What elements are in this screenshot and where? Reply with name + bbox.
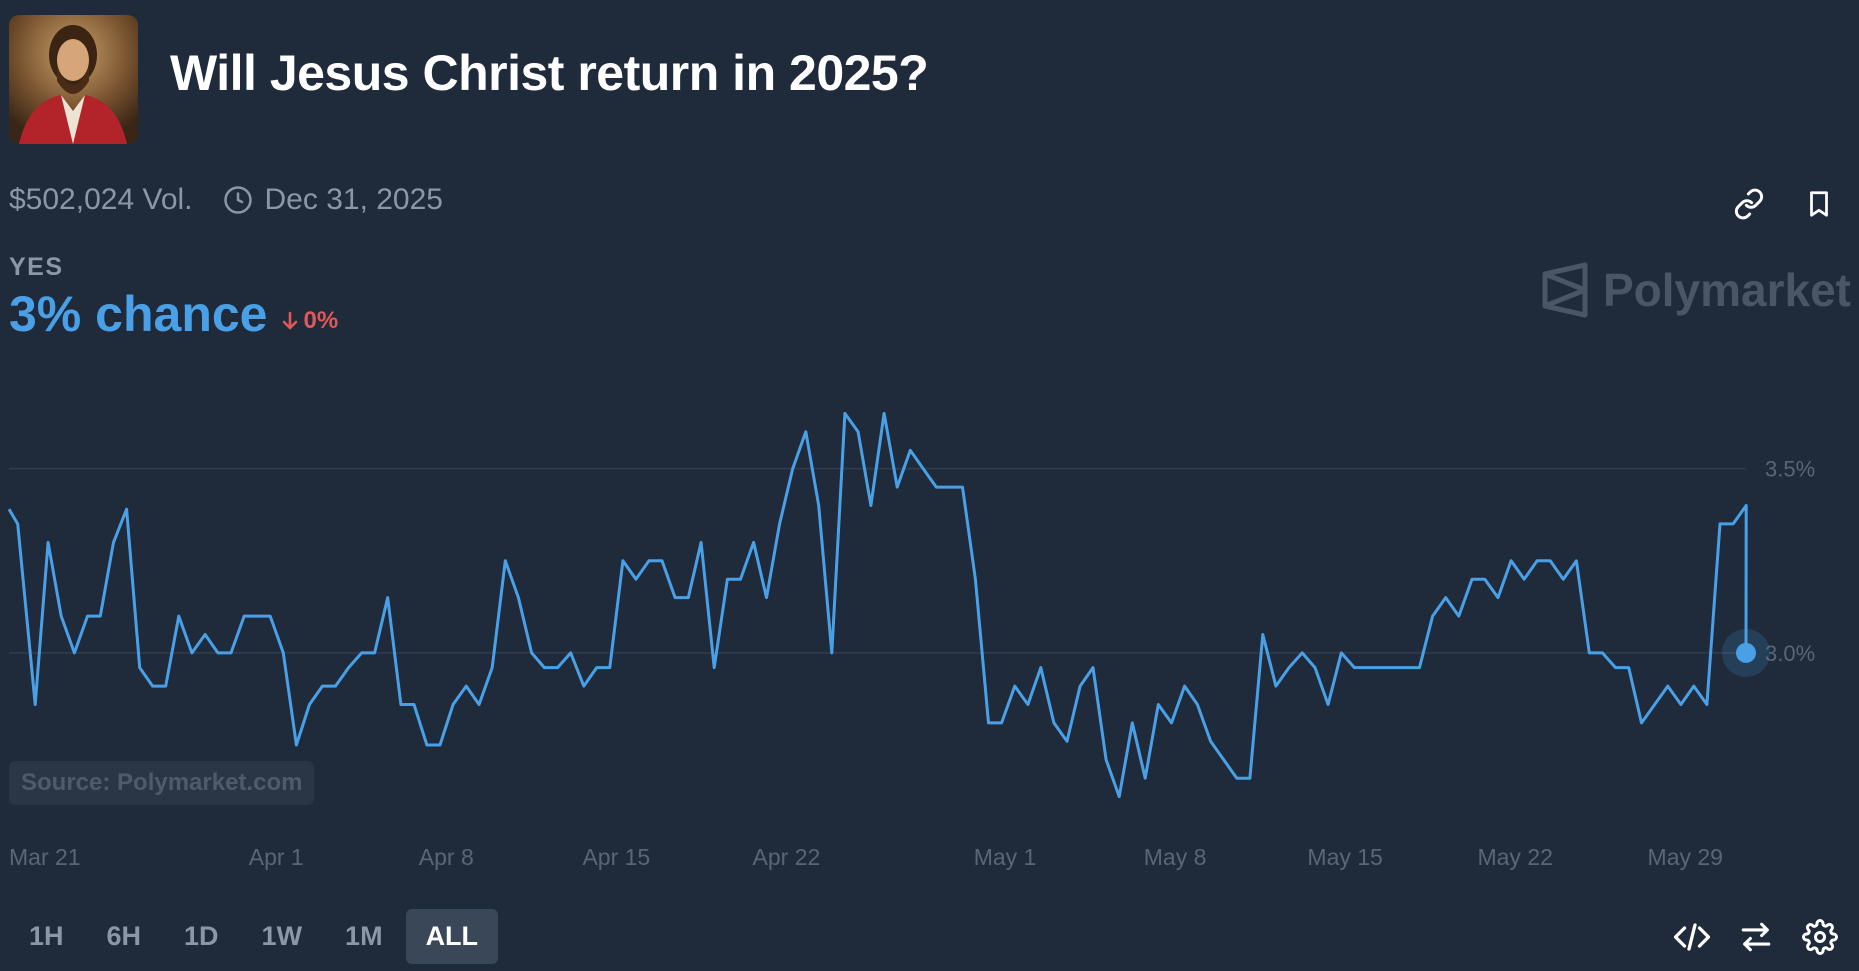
clock-icon <box>223 186 252 214</box>
range-tab-1w[interactable]: 1W <box>261 921 303 951</box>
brand-name: Polymarket <box>1602 264 1851 316</box>
x-tick-label: Apr 8 <box>419 844 474 870</box>
range-tab-6h[interactable]: 6H <box>106 921 142 951</box>
x-tick-label: Apr 15 <box>582 844 650 870</box>
bookmark-icon[interactable] <box>1799 184 1839 224</box>
outcome-label: YES <box>9 253 64 281</box>
bottom-actions <box>1671 916 1841 958</box>
range-tab-1h[interactable]: 1H <box>29 921 64 951</box>
y-tick-layer: 3.5% 3.0% <box>1765 457 1815 666</box>
x-tick-label: Apr 22 <box>753 844 821 870</box>
x-tick-label: May 22 <box>1477 844 1552 870</box>
volume-text: $502,024 Vol. <box>9 183 193 216</box>
range-tabs: 1H 6H 1D 1W 1M ALL <box>9 909 501 964</box>
chance-display: 3% chance 0% <box>9 285 338 343</box>
chance-delta: 0% <box>281 307 338 335</box>
end-date-text: Dec 31, 2025 <box>264 183 443 216</box>
link-icon[interactable] <box>1729 184 1769 224</box>
grid-layer <box>9 467 1746 654</box>
x-tick-label: May 8 <box>1144 844 1207 870</box>
polymarket-watermark: Polymarket <box>1541 262 1851 318</box>
y-tick-label: 3.0% <box>1765 641 1815 666</box>
chance-delta-value: 0% <box>303 307 339 334</box>
x-tick-label: Apr 1 <box>249 844 304 870</box>
y-tick-label: 3.5% <box>1765 457 1815 482</box>
arrow-down-icon <box>283 311 298 330</box>
market-meta: $502,024 Vol. Dec 31, 2025 <box>9 183 443 217</box>
x-tick-label: May 15 <box>1307 844 1382 870</box>
x-tick-label: Mar 21 <box>9 844 81 870</box>
embed-code-icon[interactable] <box>1671 916 1713 958</box>
x-tick-label: May 29 <box>1648 844 1723 870</box>
range-tab-1m[interactable]: 1M <box>345 921 383 951</box>
series-layer <box>7 411 1770 799</box>
top-actions <box>1729 184 1839 224</box>
polymarket-logo-icon <box>1542 262 1588 318</box>
series-line <box>7 411 1748 799</box>
x-tick-layer: Mar 21 Apr 1 Apr 8 Apr 15 Apr 22 May 1 May 8 Ma… <box>9 844 1723 870</box>
swap-icon[interactable] <box>1735 916 1777 958</box>
market-thumbnail <box>9 15 138 144</box>
last-point-marker <box>1736 642 1756 663</box>
x-tick-label: May 1 <box>974 844 1037 870</box>
range-tab-all[interactable]: ALL <box>405 909 499 964</box>
settings-icon[interactable] <box>1799 916 1841 958</box>
source-label: Source: Polymarket.com <box>9 761 315 805</box>
market-title: Will Jesus Christ return in 2025? <box>170 45 929 101</box>
last-point-halo <box>1722 628 1770 677</box>
chance-value: 3% chance <box>9 286 268 342</box>
range-tab-1d[interactable]: 1D <box>184 921 219 951</box>
